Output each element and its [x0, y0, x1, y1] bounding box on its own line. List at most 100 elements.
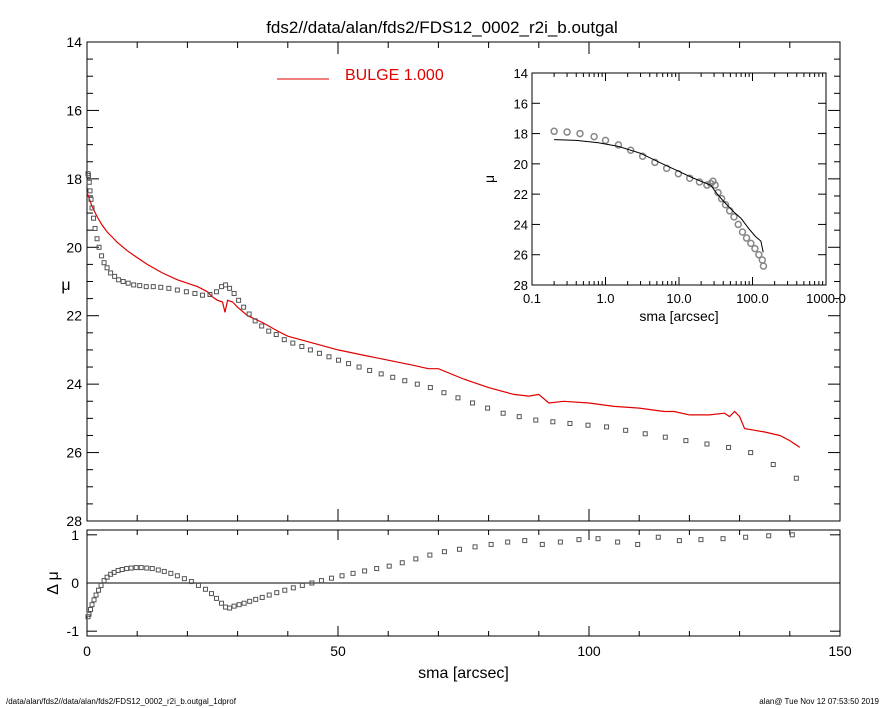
data-point: [137, 283, 143, 289]
data-point: [441, 390, 447, 396]
residual-point: [362, 568, 368, 574]
residual-point: [115, 567, 121, 573]
residual-point: [168, 570, 174, 576]
inset-y-tick-label: 16: [514, 96, 528, 111]
data-point: [770, 462, 776, 468]
x-axis-label: sma [arcsec]: [418, 665, 509, 682]
inset-y-tick-label: 26: [514, 248, 528, 263]
data-point: [192, 290, 198, 296]
data-point: [91, 215, 97, 221]
data-point: [108, 270, 114, 276]
data-point: [174, 287, 180, 293]
y-tick-label: 18: [66, 171, 82, 187]
data-point: [316, 350, 322, 356]
x-tick-label: 50: [330, 643, 346, 659]
inset-y-tick-label: 18: [514, 127, 528, 142]
residual-point: [96, 587, 102, 593]
inset-y-tick-label: 28: [514, 278, 528, 293]
residual-point: [202, 586, 208, 592]
data-point: [623, 427, 629, 433]
x-tick-label: 0: [83, 643, 91, 659]
data-point: [88, 196, 94, 202]
residual-point: [93, 592, 99, 598]
data-point: [427, 385, 433, 391]
data-point: [485, 405, 491, 411]
data-point: [199, 292, 205, 298]
residual-point: [161, 568, 167, 574]
residual-point: [505, 539, 511, 545]
data-point: [793, 475, 799, 481]
y-tick-label: 14: [66, 34, 82, 50]
inset-x-tick-label: 0.1: [523, 291, 541, 306]
data-point: [99, 253, 105, 259]
residual-point: [720, 536, 726, 542]
residual-point: [231, 603, 237, 609]
inset-x-tick-label: 100.0: [736, 291, 769, 306]
main-panel: 14 16 18 20 22 24 26 28 μ: [61, 34, 841, 529]
residual-point: [488, 541, 494, 547]
residual-point: [119, 567, 125, 573]
residual-point: [223, 604, 229, 610]
residual-point: [86, 611, 92, 617]
inset-y-tick-label: 24: [514, 217, 528, 232]
data-point: [241, 304, 247, 310]
footer-left: /data/alan/fds2//data/alan/fds2/FDS12_00…: [6, 697, 237, 706]
y-tick-label: 16: [66, 102, 82, 118]
data-point: [346, 361, 352, 367]
residual-point: [655, 534, 661, 540]
data-point: [414, 381, 420, 387]
residual-point: [309, 580, 315, 586]
residual-point: [227, 605, 233, 611]
data-point: [92, 225, 98, 231]
residual-point: [399, 560, 405, 566]
data-point: [252, 318, 258, 324]
residual-point: [181, 576, 187, 582]
data-point: [326, 354, 332, 360]
inset-data-point: [563, 128, 571, 136]
inset-data-point: [614, 141, 623, 149]
data-point: [585, 422, 591, 428]
data-point: [166, 285, 172, 291]
data-point: [367, 367, 373, 373]
data-point: [273, 332, 279, 338]
data-point: [219, 284, 225, 290]
x-tick-label: 150: [828, 643, 852, 659]
residual-point: [149, 566, 155, 572]
inset-data-point: [709, 177, 717, 186]
inset-data-point: [651, 158, 659, 167]
data-point: [662, 434, 668, 440]
inset-frame: [531, 72, 827, 286]
residual-point: [138, 565, 144, 571]
inset-panel: 14 16 18 20 22 24 26 280.1 1.0 10.0 100.0 1000.0 sma…: [481, 66, 846, 324]
data-point: [516, 414, 522, 420]
data-point: [281, 337, 287, 343]
data-point: [89, 205, 95, 211]
residual-point: [698, 537, 704, 543]
residual-point: [789, 532, 795, 538]
residual-point: [214, 595, 220, 601]
x-tick-label: 100: [577, 643, 601, 659]
inset-data-point: [755, 250, 763, 259]
y-tick-label: 24: [66, 376, 82, 392]
data-point: [96, 244, 102, 250]
data-point: [455, 395, 461, 401]
y-tick-label: 22: [66, 308, 82, 324]
data-point: [567, 420, 573, 426]
residual-point: [219, 600, 225, 606]
y-tick-label: 20: [66, 239, 82, 255]
residual-point: [318, 578, 324, 584]
data-point: [336, 357, 342, 363]
residual-point: [676, 538, 682, 544]
residual-point: [253, 596, 259, 602]
y-tick-label: 1: [71, 527, 79, 543]
data-point: [86, 179, 92, 185]
residual-point: [124, 566, 130, 572]
inset-data-point: [601, 136, 610, 145]
inset-data-point: [576, 129, 584, 138]
residual-point: [339, 573, 345, 579]
y-tick-label: 0: [71, 575, 79, 591]
data-point: [94, 236, 100, 242]
residual-point: [472, 544, 478, 550]
